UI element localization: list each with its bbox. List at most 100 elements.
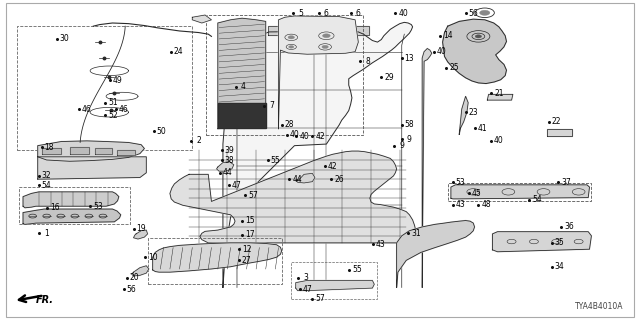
Polygon shape xyxy=(547,129,572,136)
Polygon shape xyxy=(296,280,374,291)
Text: 14: 14 xyxy=(443,31,452,40)
Text: 45: 45 xyxy=(472,189,481,198)
Text: 26: 26 xyxy=(334,175,344,184)
Polygon shape xyxy=(492,232,591,252)
Text: 20: 20 xyxy=(130,273,140,282)
Text: 44: 44 xyxy=(223,168,232,177)
Bar xyxy=(19,187,131,224)
Text: 47: 47 xyxy=(232,181,242,190)
Text: 8: 8 xyxy=(365,57,371,66)
Text: 49: 49 xyxy=(113,76,122,85)
Text: 18: 18 xyxy=(44,143,54,152)
Polygon shape xyxy=(353,26,369,35)
Text: 16: 16 xyxy=(50,203,60,212)
Bar xyxy=(17,26,192,150)
Text: 31: 31 xyxy=(411,229,420,238)
Bar xyxy=(206,15,364,134)
Polygon shape xyxy=(132,266,149,276)
Text: FR.: FR. xyxy=(36,294,54,305)
Polygon shape xyxy=(192,15,211,23)
Circle shape xyxy=(479,10,490,15)
Text: 53: 53 xyxy=(93,202,102,211)
Polygon shape xyxy=(70,147,89,154)
Text: 9: 9 xyxy=(407,135,412,144)
Text: 4: 4 xyxy=(241,82,246,91)
Polygon shape xyxy=(332,26,348,35)
Text: 27: 27 xyxy=(242,256,252,265)
Polygon shape xyxy=(23,209,121,224)
Text: 41: 41 xyxy=(478,124,488,132)
Text: 34: 34 xyxy=(555,262,564,271)
Polygon shape xyxy=(268,26,284,35)
Polygon shape xyxy=(23,192,119,208)
Text: 7: 7 xyxy=(269,101,275,110)
Text: TYA4B4010A: TYA4B4010A xyxy=(575,302,623,311)
Text: 40: 40 xyxy=(289,130,300,139)
Polygon shape xyxy=(38,157,147,179)
Text: 13: 13 xyxy=(404,53,414,62)
Circle shape xyxy=(322,45,328,49)
Text: 2: 2 xyxy=(196,136,201,145)
Bar xyxy=(148,238,282,284)
Polygon shape xyxy=(397,220,474,287)
Text: 51: 51 xyxy=(108,98,118,107)
Polygon shape xyxy=(134,230,148,239)
Text: 28: 28 xyxy=(285,120,294,130)
Text: 40: 40 xyxy=(436,47,446,56)
Text: 22: 22 xyxy=(552,117,561,126)
Text: 57: 57 xyxy=(248,190,258,200)
Text: 40: 40 xyxy=(494,136,504,145)
Text: 43: 43 xyxy=(456,200,465,209)
Text: 40: 40 xyxy=(299,132,309,140)
Circle shape xyxy=(475,35,481,38)
Text: 44: 44 xyxy=(292,175,302,184)
Text: 47: 47 xyxy=(302,284,312,293)
Text: 3: 3 xyxy=(303,273,308,282)
Text: 30: 30 xyxy=(60,35,69,44)
Text: 24: 24 xyxy=(173,47,183,56)
Text: 10: 10 xyxy=(148,253,157,262)
Polygon shape xyxy=(460,96,468,134)
Polygon shape xyxy=(218,18,266,129)
Polygon shape xyxy=(38,141,145,161)
Text: 53: 53 xyxy=(456,178,465,187)
Polygon shape xyxy=(95,148,113,154)
Text: 55: 55 xyxy=(271,156,280,164)
Polygon shape xyxy=(223,22,413,287)
Polygon shape xyxy=(218,103,266,128)
Polygon shape xyxy=(422,49,432,287)
Text: 54: 54 xyxy=(532,195,542,204)
Text: 37: 37 xyxy=(561,178,571,187)
Text: 38: 38 xyxy=(225,156,234,164)
Text: 17: 17 xyxy=(245,230,255,239)
Text: 1: 1 xyxy=(44,229,49,238)
Text: 25: 25 xyxy=(449,63,459,72)
Polygon shape xyxy=(487,94,513,100)
Text: 35: 35 xyxy=(555,238,564,247)
Text: 6: 6 xyxy=(324,9,329,18)
Text: 46: 46 xyxy=(82,105,92,114)
Text: 9: 9 xyxy=(399,141,404,150)
Text: 32: 32 xyxy=(42,172,51,180)
Text: 55: 55 xyxy=(352,265,362,275)
Polygon shape xyxy=(289,26,305,35)
Polygon shape xyxy=(42,148,61,154)
Text: 29: 29 xyxy=(384,73,394,82)
Text: 58: 58 xyxy=(404,120,414,130)
Text: 6: 6 xyxy=(356,9,361,18)
Polygon shape xyxy=(296,173,315,183)
Text: 56: 56 xyxy=(468,9,478,18)
Text: 43: 43 xyxy=(376,240,385,249)
Circle shape xyxy=(289,46,294,48)
Text: 39: 39 xyxy=(225,146,234,155)
Bar xyxy=(291,262,378,299)
Text: 54: 54 xyxy=(42,181,52,190)
Text: 42: 42 xyxy=(315,132,325,140)
Text: 12: 12 xyxy=(242,245,252,254)
Text: 52: 52 xyxy=(108,111,118,120)
Text: 42: 42 xyxy=(328,162,337,171)
Text: 40: 40 xyxy=(398,9,408,18)
Polygon shape xyxy=(170,151,416,243)
Circle shape xyxy=(323,34,330,38)
Text: 57: 57 xyxy=(315,294,325,303)
